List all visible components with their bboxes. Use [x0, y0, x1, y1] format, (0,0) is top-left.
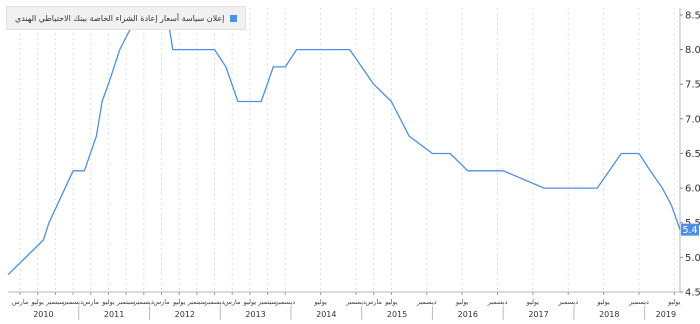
- x-tick-label: ديسمبر: [274, 298, 295, 306]
- data-point: [373, 83, 375, 85]
- data-point: [671, 205, 673, 207]
- x-tick-label: مارس: [224, 298, 241, 306]
- data-point: [391, 101, 393, 103]
- x-tick-label: يوليو: [101, 298, 115, 306]
- x-tick-label: ديسمبر: [62, 298, 83, 306]
- data-point: [662, 187, 664, 189]
- x-tick-label: سبتمبر: [257, 298, 277, 306]
- x-tick-label: مارس: [365, 298, 382, 306]
- x-tick-label: يوليو: [384, 298, 398, 306]
- series-line: [7, 14, 681, 276]
- x-tick-label: ديسمبر: [204, 298, 225, 306]
- year-label: 2011: [104, 310, 124, 319]
- y-tick-label: 6.5: [685, 149, 700, 160]
- data-point: [679, 229, 681, 231]
- data-point: [361, 66, 363, 68]
- year-label: 2016: [458, 310, 478, 319]
- x-tick-label: مارس: [153, 298, 170, 306]
- data-point: [432, 153, 434, 155]
- x-tick-label: يوليو: [313, 298, 327, 306]
- data-point: [25, 257, 27, 259]
- year-label: 2013: [245, 310, 265, 319]
- data-point: [408, 135, 410, 137]
- x-tick-label: ديسمبر: [628, 298, 649, 306]
- x-tick-label: ديسمبر: [133, 298, 154, 306]
- grid: [8, 8, 681, 293]
- x-tick-label: ديسمبر: [345, 298, 366, 306]
- data-point: [596, 187, 598, 189]
- x-tick-label: يوليو: [455, 298, 469, 306]
- data-point: [43, 239, 45, 241]
- x-tick-label: يوليو: [243, 298, 257, 306]
- x-tick-label: ديسمبر: [557, 298, 578, 306]
- x-tick-label: ديسمبر: [416, 298, 437, 306]
- y-tick-label: 7.0: [685, 114, 700, 125]
- data-point: [467, 170, 469, 172]
- year-label: 2018: [599, 310, 619, 319]
- x-tick-label: سبتمبر: [45, 298, 65, 306]
- data-point: [108, 83, 110, 85]
- data-point: [449, 153, 451, 155]
- data-point: [272, 66, 274, 68]
- year-label: 2017: [528, 310, 548, 319]
- data-point: [490, 170, 492, 172]
- legend-swatch: [230, 14, 238, 22]
- x-tick-label: مارس: [12, 298, 29, 306]
- data-point: [543, 187, 545, 189]
- x-tick-label: يوليو: [526, 298, 540, 306]
- y-tick-label: 4.5: [685, 288, 700, 299]
- data-point: [84, 170, 86, 172]
- data-point: [101, 101, 103, 103]
- data-point: [237, 101, 239, 103]
- x-tick-label: ديسمبر: [487, 298, 508, 306]
- x-tick-label: مارس: [82, 298, 99, 306]
- x-tick-label: يوليو: [596, 298, 610, 306]
- data-point: [72, 170, 74, 172]
- data-point: [172, 49, 174, 51]
- data-point: [620, 153, 622, 155]
- year-label: 2012: [175, 310, 195, 319]
- data-point: [48, 222, 50, 224]
- y-tick-label: 7.5: [685, 80, 700, 91]
- y-tick-label: 8.5: [685, 10, 700, 21]
- x-tick-label: سبتمبر: [187, 298, 207, 306]
- data-point: [214, 49, 216, 51]
- year-label: 2014: [316, 310, 336, 319]
- last-value-label: 5.4: [682, 225, 697, 236]
- series: [7, 14, 681, 276]
- data-point: [284, 66, 286, 68]
- data-point: [296, 49, 298, 51]
- y-tick-label: 8.0: [685, 45, 700, 56]
- data-point: [7, 274, 9, 276]
- x-tick-label: سبتمبر: [116, 298, 136, 306]
- x-tick-label: يوليو: [667, 298, 681, 306]
- legend-label: إعلان سياسة أسعار إعادة الشراء الخاصة بب…: [15, 13, 225, 23]
- data-point: [96, 135, 98, 137]
- last-value-marker: 5.4: [681, 223, 699, 236]
- y-tick-label: 6.0: [685, 184, 700, 195]
- data-point: [649, 170, 651, 172]
- year-label: 2015: [387, 310, 407, 319]
- x-tick-label: يوليو: [172, 298, 186, 306]
- year-label: 2010: [33, 310, 53, 319]
- data-point: [349, 49, 351, 51]
- data-point: [225, 66, 227, 68]
- y-axis: 4.55.05.56.06.57.07.58.08.5: [680, 10, 700, 299]
- data-point: [638, 153, 640, 155]
- data-point: [260, 101, 262, 103]
- legend: إعلان سياسة أسعار إعادة الشراء الخاصة بب…: [6, 6, 247, 30]
- data-point: [119, 49, 121, 51]
- x-tick-label: يوليو: [30, 298, 44, 306]
- year-label: 2019: [656, 310, 676, 319]
- last-value-box: [681, 223, 699, 236]
- data-point: [502, 170, 504, 172]
- year-separators: [78, 306, 646, 320]
- y-tick-label: 5.0: [685, 253, 700, 264]
